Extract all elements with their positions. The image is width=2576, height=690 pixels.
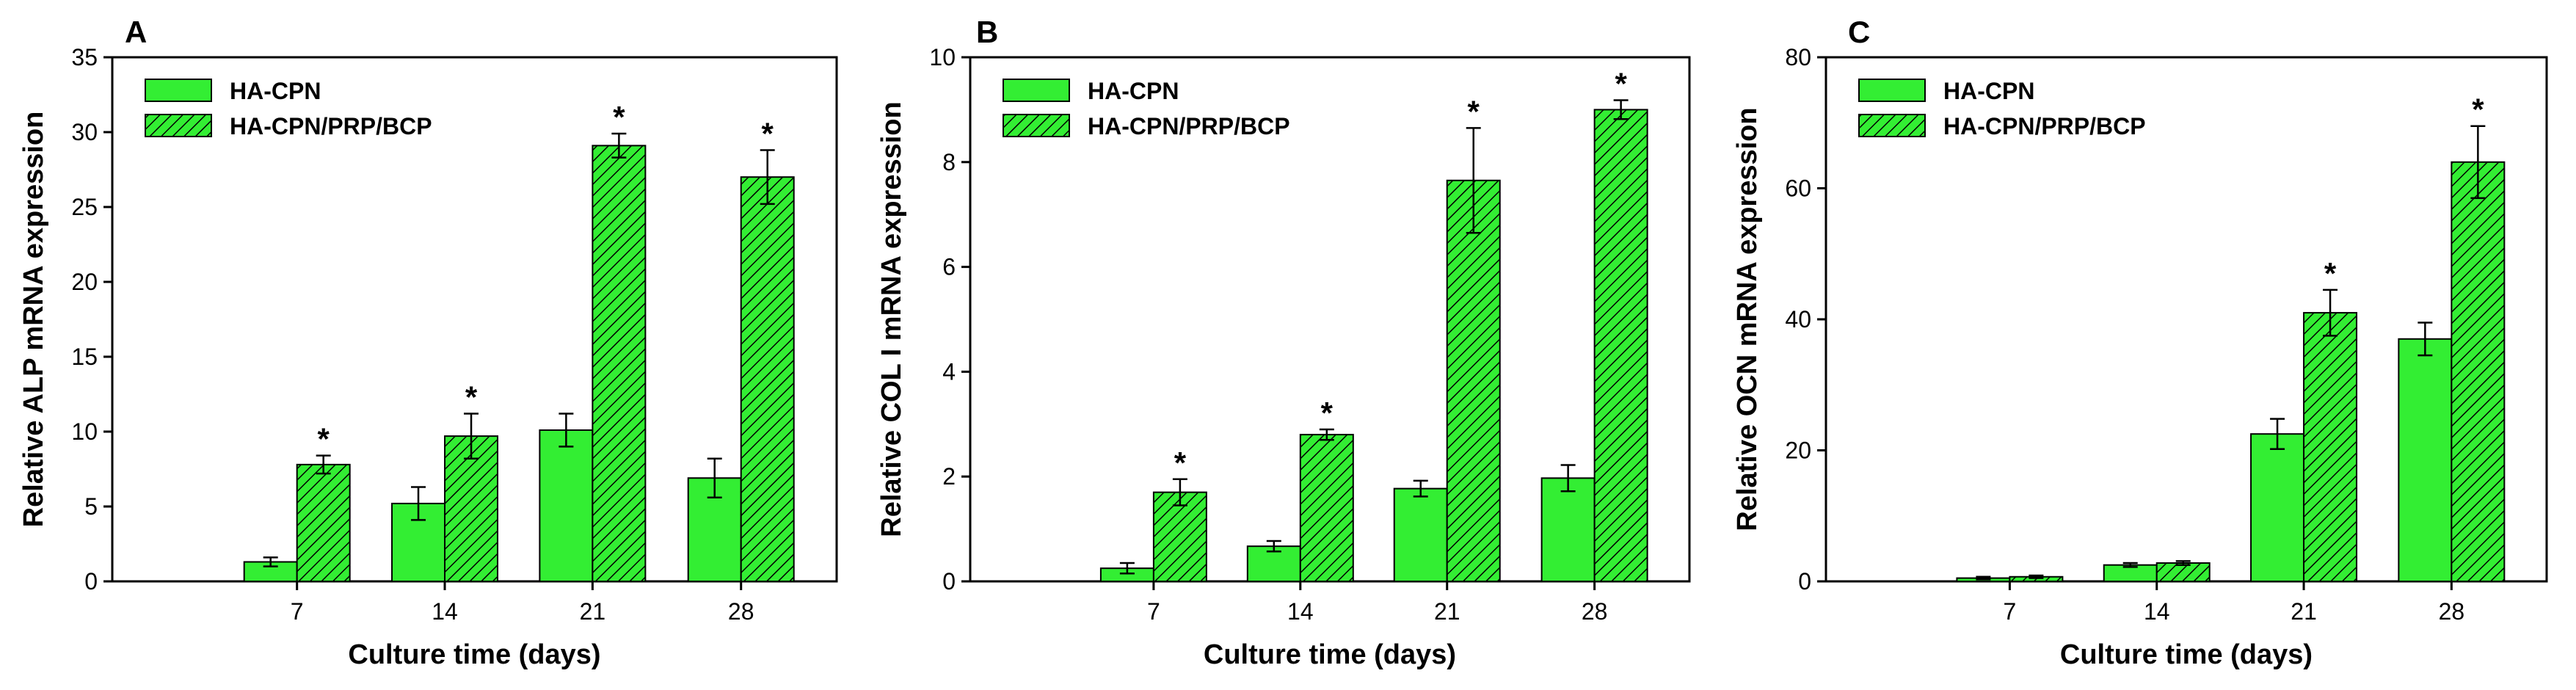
x-tick-label: 14 (2144, 598, 2170, 625)
panel-label: A (125, 15, 147, 49)
bar-ha-cpn-28 (2398, 338, 2453, 582)
significance-star: * (613, 100, 625, 134)
significance-star: * (1615, 67, 1627, 101)
bar-ha-cpn-prp-bcp-28 (740, 176, 795, 582)
y-tick-label: 25 (71, 194, 98, 220)
legend-swatch-ha-cpn-prp-bcp (145, 114, 212, 137)
bar-ha-cpn-prp-bcp-7 (296, 463, 351, 582)
significance-star: * (1468, 94, 1480, 128)
x-tick-label: 21 (580, 598, 606, 625)
panel-label: B (976, 15, 998, 49)
chart-panel-c: C 0 20 40 60 80 Relative OCN mRNA expression 7 1… (1732, 15, 2548, 670)
significance-star: * (1321, 396, 1334, 430)
y-tick-label: 6 (942, 254, 956, 280)
y-tick-label: 20 (1785, 437, 1811, 464)
y-tick-label: 4 (942, 358, 956, 385)
significance-star: * (2472, 92, 2484, 127)
panel-label: C (1848, 15, 1870, 49)
y-tick-label: 5 (84, 493, 98, 520)
y-tick-label: 8 (942, 149, 956, 175)
legend-label-ha-cpn: HA-CPN (1088, 78, 1179, 104)
y-tick-label: 40 (1785, 306, 1811, 333)
y-tick-label: 0 (942, 568, 956, 595)
x-tick-label: 7 (291, 598, 304, 625)
significance-star: * (2324, 256, 2337, 291)
legend-swatch-ha-cpn-prp-bcp (1858, 114, 1926, 137)
y-axis-title: Relative COL I mRNA expression (876, 101, 907, 537)
significance-star: * (318, 422, 330, 457)
chart-panel-b: B 0 2 4 6 8 10 Relative COL I mRNA expression 7 1… (876, 15, 1691, 670)
y-tick-label: 10 (71, 418, 98, 445)
bar-ha-cpn-21 (539, 429, 594, 583)
x-tick-label: 21 (1434, 598, 1460, 625)
legend-label-ha-cpn: HA-CPN (230, 78, 321, 104)
legend-label-ha-cpn-prp-bcp: HA-CPN/PRP/BCP (230, 113, 432, 139)
bar-ha-cpn-prp-bcp-21 (592, 145, 647, 583)
legend-swatch-ha-cpn-prp-bcp (1003, 114, 1070, 137)
y-tick-label: 80 (1785, 44, 1811, 70)
significance-star: * (1174, 446, 1187, 480)
legend-label-ha-cpn-prp-bcp: HA-CPN/PRP/BCP (1088, 113, 1290, 139)
bar-ha-cpn-prp-bcp-21 (2303, 312, 2358, 582)
bar-ha-cpn-21 (1393, 487, 1448, 583)
x-axis-title: Culture time (days) (348, 639, 600, 670)
y-tick-label: 15 (71, 344, 98, 370)
legend-swatch-ha-cpn (145, 79, 212, 102)
legend-label-ha-cpn-prp-bcp: HA-CPN/PRP/BCP (1943, 113, 2146, 139)
x-tick-label: 28 (2439, 598, 2465, 625)
y-axis-title: Relative OCN mRNA expression (1732, 107, 1763, 531)
y-tick-label: 30 (71, 119, 98, 145)
x-tick-label: 7 (2004, 598, 2017, 625)
significance-star: * (762, 116, 774, 150)
legend-swatch-ha-cpn (1003, 79, 1070, 102)
y-tick-label: 2 (942, 463, 956, 490)
legend-label-ha-cpn: HA-CPN (1943, 78, 2034, 104)
y-tick-label: 0 (1798, 568, 1811, 595)
bar-ha-cpn-prp-bcp-21 (1446, 179, 1501, 583)
x-tick-label: 7 (1147, 598, 1160, 625)
y-axis-title: Relative ALP mRNA expression (18, 112, 49, 528)
bar-ha-cpn-prp-bcp-14 (1299, 434, 1354, 583)
chart-panel-a: A 0 5 10 15 20 25 30 35 Relative ALP mRNA express… (18, 15, 838, 670)
bar-ha-cpn-21 (2250, 433, 2305, 582)
y-tick-label: 60 (1785, 175, 1811, 202)
y-tick-label: 20 (71, 269, 98, 295)
legend-swatch-ha-cpn (1858, 79, 1926, 102)
x-tick-label: 21 (2291, 598, 2317, 625)
y-tick-label: 0 (84, 568, 98, 595)
bar-ha-cpn-prp-bcp-7 (1152, 491, 1207, 582)
bar-ha-cpn-28 (1540, 477, 1596, 582)
bar-ha-cpn-prp-bcp-28 (1593, 109, 1648, 582)
y-tick-label: 10 (929, 44, 956, 70)
significance-star: * (465, 380, 478, 415)
bar-ha-cpn-prp-bcp-28 (2451, 161, 2506, 583)
x-axis-title: Culture time (days) (1204, 639, 1456, 670)
x-tick-label: 28 (728, 598, 754, 625)
x-axis-title: Culture time (days) (2060, 639, 2313, 670)
x-tick-label: 28 (1582, 598, 1608, 625)
x-tick-label: 14 (432, 598, 458, 625)
y-tick-label: 35 (71, 44, 98, 70)
x-tick-label: 14 (1287, 598, 1314, 625)
